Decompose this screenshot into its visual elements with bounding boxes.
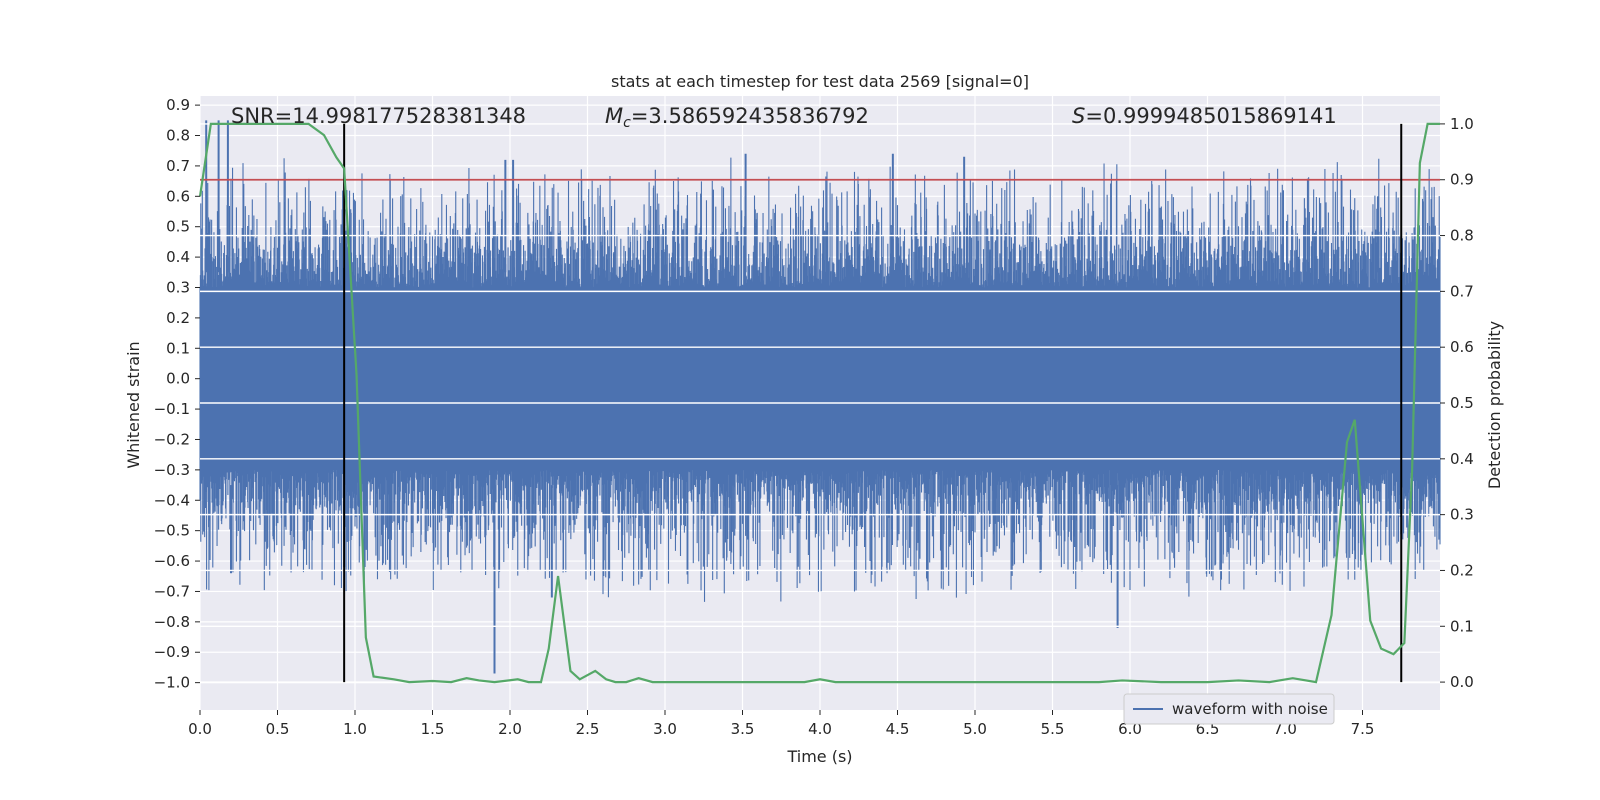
x-tick-label: 5.0 — [963, 720, 987, 738]
y-left-tick-label: −0.8 — [154, 613, 190, 631]
score-annotation: S=0.9999485015869141 — [1072, 104, 1337, 128]
x-tick-label: 7.5 — [1351, 720, 1375, 738]
axes: 0.0 0.5 1.0 1.5 2.0 2.5 3.0 3.5 4.0 4.5 5.0 5.5 6.0 6… — [154, 96, 1474, 738]
y-left-tick-label: −0.9 — [154, 643, 190, 661]
x-tick-label: 3.5 — [731, 720, 755, 738]
x-tick-label: 1.5 — [421, 720, 445, 738]
waveform-series — [199, 120, 1441, 674]
y-left-tick-label: −1.0 — [154, 674, 190, 692]
chirp-mass-subscript: c — [623, 115, 631, 131]
y-right-tick-label: 0.0 — [1450, 673, 1474, 691]
y-left-tick-label: −0.1 — [154, 400, 190, 418]
legend: waveform with noise — [1123, 693, 1335, 725]
y-right-tick-label: 0.9 — [1450, 171, 1474, 189]
x-axis-label: Time (s) — [786, 747, 852, 766]
x-tick-label: 4.5 — [886, 720, 910, 738]
legend-entry-label: waveform with noise — [1172, 700, 1328, 718]
waveform-line — [199, 157, 1441, 602]
y-left-tick-label: −0.3 — [154, 461, 190, 479]
y-left-tick-label: 0.9 — [166, 96, 190, 114]
y-left-tick-label: −0.6 — [154, 552, 190, 570]
y-left-tick-label: −0.5 — [154, 522, 190, 540]
y-axis-right-label: Detection probability — [1485, 321, 1504, 489]
chirp-mass-annotation: Mc=3.586592435836792 — [605, 104, 869, 131]
snr-annotation: SNR=14.998177528381348 — [231, 104, 526, 128]
x-tick-label: 3.0 — [653, 720, 677, 738]
x-tick-label: 5.5 — [1041, 720, 1065, 738]
score-symbol: S — [1072, 104, 1085, 128]
y-left-tick-label: 0.5 — [166, 218, 190, 236]
y-right-tick-label: 0.8 — [1450, 227, 1474, 245]
y-left-tick-label: 0.4 — [166, 248, 190, 266]
y-right-tick-label: 0.1 — [1450, 617, 1474, 635]
y-right-tick-label: 0.5 — [1450, 394, 1474, 412]
y-right-tick-label: 0.3 — [1450, 506, 1474, 524]
y-right-tick-label: 0.4 — [1450, 450, 1474, 468]
y-left-tick-label: −0.7 — [154, 582, 190, 600]
x-tick-label: 2.0 — [498, 720, 522, 738]
legend-box — [1123, 693, 1335, 725]
y-left-tick-label: 0.6 — [166, 187, 190, 205]
probability-line — [198, 122, 1440, 684]
chart-title: stats at each timestep for test data 256… — [611, 72, 1029, 91]
y-left-tick-label: 0.7 — [166, 157, 190, 175]
y-axis-left-label: Whitened strain — [124, 341, 143, 468]
x-tick-label: 4.0 — [808, 720, 832, 738]
y-left-tick-label: 0.2 — [166, 309, 190, 327]
y-left-tick-label: 0.8 — [166, 127, 190, 145]
y-left-tick-label: 0.0 — [166, 370, 190, 388]
y-right-tick-label: 0.6 — [1450, 338, 1474, 356]
probability-series — [198, 122, 1440, 684]
y-left-tick-label: −0.2 — [154, 430, 190, 448]
y-left-tick-label: −0.4 — [154, 491, 190, 509]
score-value: =0.9999485015869141 — [1085, 104, 1336, 128]
y-right-tick-label: 1.0 — [1450, 115, 1474, 133]
chirp-mass-value: =3.586592435836792 — [631, 104, 869, 128]
x-tick-label: 2.5 — [576, 720, 600, 738]
x-tick-label: 1.0 — [343, 720, 367, 738]
y-left-tick-label: 0.3 — [166, 278, 190, 296]
y-right-tick-label: 0.7 — [1450, 282, 1474, 300]
y-right-tick-label: 0.2 — [1450, 561, 1474, 579]
x-tick-label: 0.0 — [188, 720, 212, 738]
x-tick-label: 0.5 — [266, 720, 290, 738]
chirp-mass-symbol: M — [605, 104, 623, 128]
y-left-tick-label: 0.1 — [166, 339, 190, 357]
